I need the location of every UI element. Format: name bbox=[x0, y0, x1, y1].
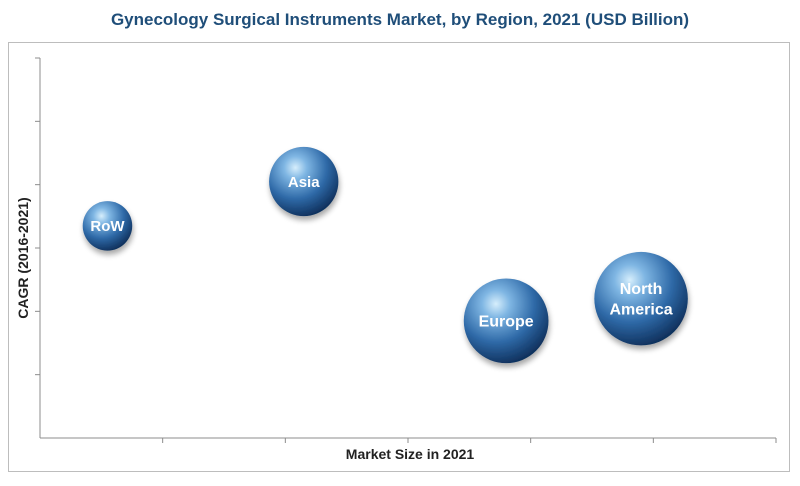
chart-title: Gynecology Surgical Instruments Market, … bbox=[110, 10, 690, 29]
bubble-mark bbox=[269, 146, 339, 217]
bubble-europe: Europe bbox=[463, 278, 549, 364]
bubble-label: Asia bbox=[288, 174, 320, 191]
bubble-row: RoW bbox=[82, 201, 133, 251]
bubble-label: RoW bbox=[90, 218, 125, 235]
bubble-north-america: North America bbox=[594, 251, 688, 346]
x-axis-title: Market Size in 2021 bbox=[346, 446, 475, 462]
bubble-label: North America bbox=[609, 281, 672, 319]
bubble-label: Europe bbox=[479, 313, 534, 330]
bubbles-layer: RoW Asia Europe North America bbox=[82, 146, 688, 364]
bubble-mark bbox=[594, 251, 688, 346]
bubble-mark bbox=[82, 201, 133, 251]
y-axis-title: CAGR (2016-2021) bbox=[15, 197, 31, 318]
bubble-mark bbox=[463, 278, 549, 364]
axes bbox=[35, 57, 777, 443]
bubble-asia: Asia bbox=[269, 146, 339, 217]
chart-frame bbox=[8, 42, 790, 472]
